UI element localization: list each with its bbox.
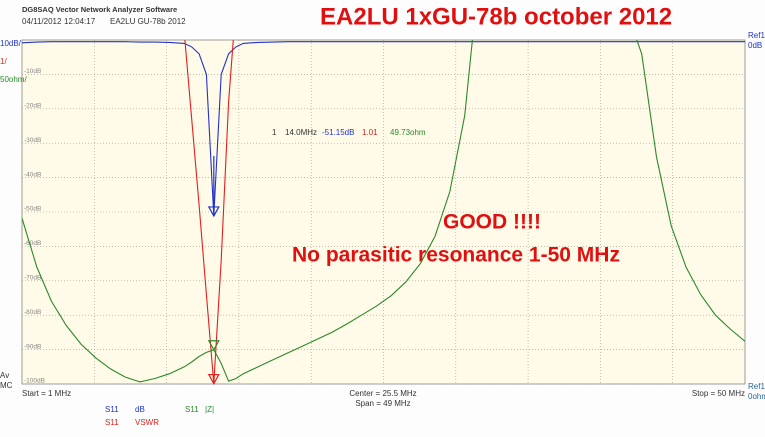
date: 04/11/2012: [22, 17, 62, 26]
y-tick-label: -40dB: [24, 171, 41, 178]
marker: [207, 340, 220, 352]
ref-label: Ref1: [748, 31, 765, 40]
time: 12:04:17: [64, 17, 96, 26]
sweep-start: Start = 1 MHz: [22, 389, 71, 398]
y-tick-label: -80dB: [24, 309, 41, 316]
y-tick-label: -70dB: [24, 275, 41, 282]
sweep-center: Center = 25.5 MHz: [349, 389, 416, 398]
legend-param: S11: [105, 418, 119, 427]
y-tick-label: -50dB: [24, 206, 41, 213]
y-tick-label: -60dB: [24, 240, 41, 247]
ref-label: Ref1: [748, 382, 765, 391]
y-tick-label: -90dB: [24, 343, 41, 350]
y-tick-label: -30dB: [24, 137, 41, 144]
marker-db: -51.15dB: [322, 128, 354, 137]
legend-param: S11: [185, 405, 199, 414]
ref-label: 0dB: [748, 41, 762, 50]
chart-title: EA2LU 1xGU-78b october 2012: [320, 3, 672, 30]
traces: [22, 40, 745, 384]
sweep-span: Span = 49 MHz: [355, 399, 410, 408]
legend-unit: VSWR: [135, 418, 159, 427]
sweep-stop: Stop = 50 MHz: [692, 389, 745, 398]
scale-label: 10dB/: [0, 39, 22, 48]
ref-label: 0ohm: [748, 392, 765, 401]
status: MC: [0, 381, 13, 390]
annotation: No parasitic resonance 1-50 MHz: [292, 244, 620, 267]
marker-ohm: 49.73ohm: [390, 128, 426, 137]
marker: [207, 374, 220, 385]
trace: [22, 40, 745, 383]
app-name: DG8SAQ Vector Network Analyzer Software: [22, 5, 177, 14]
y-tick-label: -20dB: [24, 103, 41, 110]
trace: [22, 41, 745, 217]
file-label: EA2LU GU-78b 2012: [110, 17, 186, 26]
y-tick-label: -100dB: [24, 378, 45, 385]
legend-param: S11: [105, 405, 119, 414]
status: Av: [0, 371, 9, 380]
annotation: GOOD !!!!: [443, 211, 541, 234]
legend-unit: |Z|: [205, 405, 214, 414]
marker-freq: 14.0MHz: [285, 128, 317, 137]
marker-vswr: 1.01: [362, 128, 378, 137]
marker-id: 1: [272, 128, 277, 137]
scale-label: 1/: [0, 57, 7, 66]
trace: [184, 40, 234, 384]
scale-label: 50ohm/: [0, 75, 27, 84]
y-tick-label: -10dB: [24, 68, 41, 75]
legend-unit: dB: [135, 405, 145, 414]
